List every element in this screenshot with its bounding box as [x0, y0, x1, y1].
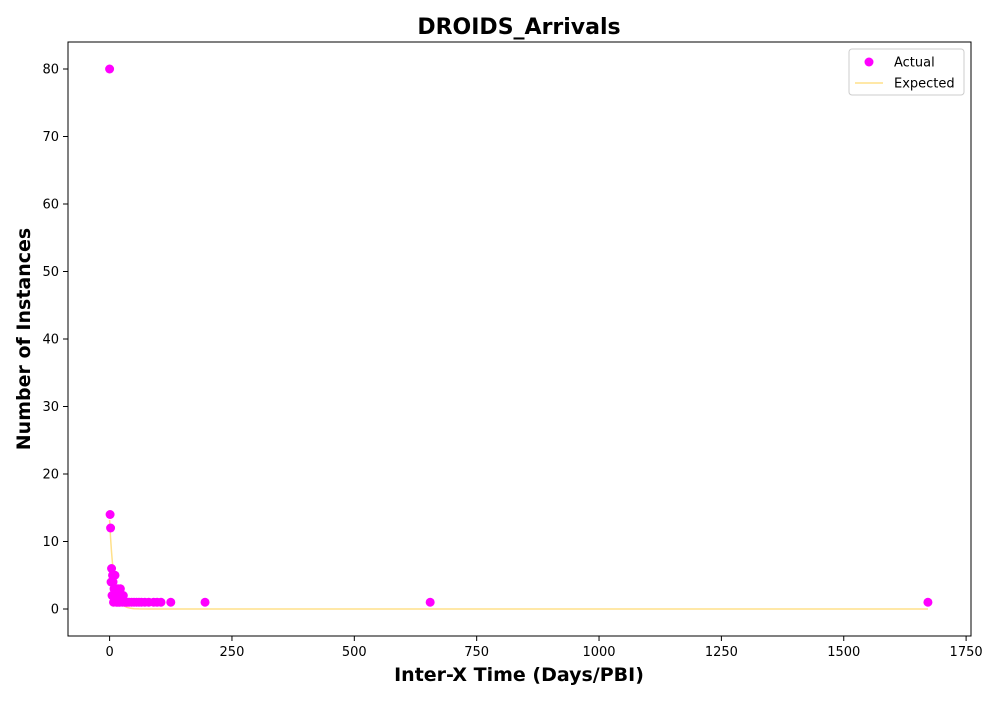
x-tick-label: 0: [105, 645, 113, 660]
y-tick-label: 0: [51, 603, 59, 618]
y-axis-label: Number of Instances: [13, 228, 35, 450]
x-tick-label: 1500: [827, 645, 860, 660]
y-tick-label: 10: [42, 535, 59, 550]
legend: Actual Expected: [848, 48, 965, 96]
x-axis-label: Inter-X Time (Days/PBI): [394, 664, 644, 686]
plot-frame: [67, 41, 972, 637]
y-tick-label: 50: [42, 265, 59, 280]
legend-label: Expected: [894, 77, 955, 92]
y-tick-label: 40: [42, 333, 59, 348]
x-tick-label: 1250: [705, 645, 738, 660]
x-tick-label: 1750: [950, 645, 983, 660]
expected-line: [108, 519, 928, 610]
y-tick-label: 80: [42, 63, 59, 78]
x-tick-label: 1000: [582, 645, 615, 660]
actual-point: [106, 523, 116, 533]
actual-point: [108, 577, 118, 587]
actual-point: [110, 570, 120, 580]
y-tick-label: 30: [42, 400, 59, 415]
legend-marker-actual: [864, 57, 874, 67]
actual-point: [118, 591, 128, 600]
actual-point: [156, 597, 166, 607]
actual-point: [115, 584, 125, 594]
actual-point: [200, 597, 210, 607]
y-tick-label: 60: [42, 198, 59, 213]
x-tick-label: 500: [342, 645, 367, 660]
x-tick-label: 750: [464, 645, 489, 660]
chart-title: DROIDS_Arrivals: [417, 15, 620, 40]
actual-point: [107, 564, 117, 573]
actual-point: [425, 597, 435, 607]
actual-point: [166, 597, 176, 607]
actual-point: [105, 510, 115, 519]
y-tick-label: 20: [42, 468, 59, 483]
plot-area: 0 250 500 750 1000 1250 1500 1750 0 10 20 30 40 50 60 7…: [42, 41, 983, 660]
x-tick-label: 250: [220, 645, 245, 660]
actual-point: [105, 64, 115, 74]
legend-label: Actual: [894, 56, 935, 71]
actual-point: [923, 597, 933, 607]
y-tick-label: 70: [42, 130, 59, 145]
